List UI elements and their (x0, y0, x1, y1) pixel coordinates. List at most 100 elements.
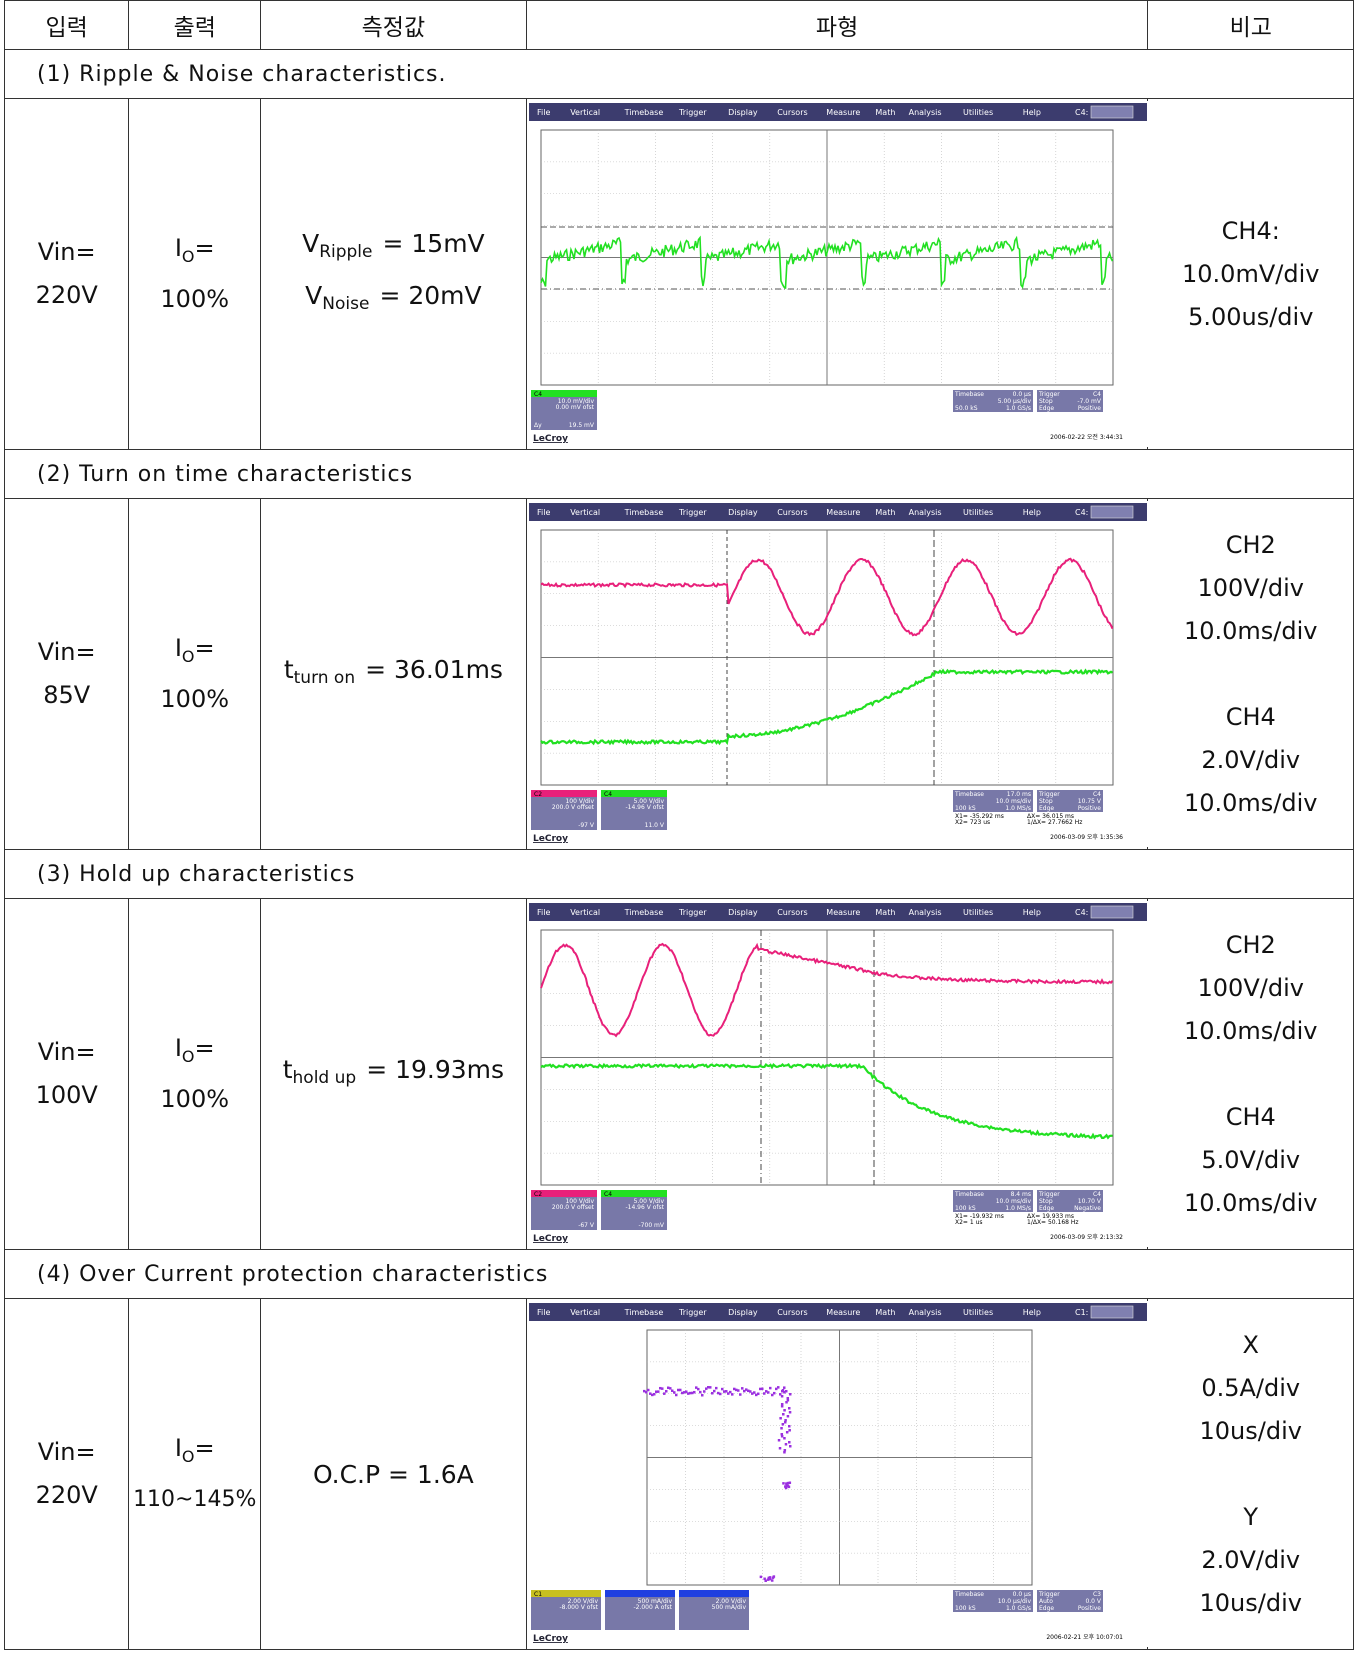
menu-item-display[interactable]: Display (728, 508, 758, 517)
menu-item-measure[interactable]: Measure (826, 908, 860, 917)
menu-item-trigger[interactable]: Trigger (678, 508, 707, 517)
menu-item-analysis[interactable]: Analysis (908, 1308, 941, 1317)
xy-dot (742, 1389, 746, 1393)
oscilloscope-screenshot: File Vertical Timebase Trigger Display Cursor… (526, 101, 1149, 447)
menu-item-analysis[interactable]: Analysis (908, 108, 941, 117)
oscilloscope-screenshot: File Vertical Timebase Trigger Display Cursor… (526, 901, 1149, 1247)
menu-item-timebase[interactable]: Timebase (623, 908, 663, 917)
menu-item-cursors[interactable]: Cursors (777, 908, 807, 917)
menu-item-timebase[interactable]: Timebase (623, 1308, 663, 1317)
xy-dot (763, 1577, 766, 1581)
xy-dot (700, 1393, 704, 1397)
menu-item-analysis[interactable]: Analysis (908, 908, 941, 917)
trigger-level: 10.70 V (1077, 1198, 1101, 1205)
c2-box-line: 200.0 V offset (552, 1204, 595, 1211)
setup-button[interactable] (1090, 1305, 1133, 1319)
xy-dot (781, 1482, 785, 1485)
scope-timestamp: 2006-02-21 오후 10:07:01 (1046, 1633, 1123, 1641)
input-line: 100V (35, 1081, 98, 1109)
measure-value: O.C.P = 1.6A (312, 1459, 474, 1489)
xy-dot (768, 1386, 772, 1390)
timebase-delay: 0.0 µs (1012, 391, 1030, 398)
menu-item-cursors[interactable]: Cursors (777, 108, 807, 117)
menu-item-file[interactable]: File (537, 1308, 550, 1317)
menu-item-help[interactable]: Help (1022, 1308, 1040, 1317)
cursor-x1-readout: X1= -19.932 ms (955, 1213, 1004, 1220)
timebase-box (952, 790, 1033, 812)
remark-line: 0.5A/div (1201, 1373, 1301, 1402)
measure-subscript: hold up (292, 1068, 357, 1088)
menu-item-vertical[interactable]: Vertical (570, 1308, 600, 1317)
trigger-mode: Stop (1039, 798, 1053, 805)
setup-button[interactable] (1090, 505, 1133, 519)
c2-box-label: C2 (534, 1191, 542, 1198)
remark-line: 5.0V/div (1201, 1145, 1301, 1174)
remark-line: 10.0ms/div (1183, 616, 1318, 645)
menu-item-vertical[interactable]: Vertical (570, 908, 600, 917)
scope-menu: File Vertical Timebase Trigger Display Cursor… (537, 108, 1127, 117)
lecroy-logo: LeCroy (533, 834, 568, 844)
trigger-box (1036, 1590, 1103, 1612)
menu-item-utilities[interactable]: Utilities (963, 508, 993, 517)
menu-item-math[interactable]: Math (875, 108, 895, 117)
menu-item-measure[interactable]: Measure (826, 108, 860, 117)
menu-item-measure[interactable]: Measure (826, 508, 860, 517)
xy-dot (650, 1393, 654, 1397)
menu-item-trigger[interactable]: Trigger (678, 108, 707, 117)
menu-item-help[interactable]: Help (1022, 908, 1040, 917)
data-row: Vin= 220V IO= 110~145% O.C.P = 1.6A File Verti… (3, 1298, 1354, 1650)
menu-item-file[interactable]: File (537, 508, 550, 517)
xy-dot (788, 1393, 792, 1396)
menu-item-cursors[interactable]: Cursors (777, 508, 807, 517)
input-cell: Vin= 220V (3, 98, 130, 450)
menu-item-help[interactable]: Help (1022, 508, 1040, 517)
menu-item-trigger[interactable]: Trigger (678, 908, 707, 917)
menu-item-file[interactable]: File (537, 908, 550, 917)
xy-dot (780, 1395, 784, 1398)
menu-item-measure[interactable]: Measure (826, 1308, 860, 1317)
menu-item-display[interactable]: Display (728, 908, 758, 917)
menu-item-math[interactable]: Math (875, 1308, 895, 1317)
menu-item-analysis[interactable]: Analysis (908, 508, 941, 517)
measure-subscript: Ripple (319, 242, 373, 262)
c1-box-line: -8.000 V ofst (559, 1604, 598, 1611)
xy-dot (780, 1403, 784, 1406)
menu-item-cursors[interactable]: Cursors (777, 1308, 807, 1317)
menu-item-math[interactable]: Math (875, 508, 895, 517)
menu-item-display[interactable]: Display (728, 108, 758, 117)
menu-item-timebase[interactable]: Timebase (623, 508, 663, 517)
xy-dot (759, 1575, 762, 1579)
measure-symbol: V (305, 281, 323, 310)
xy-dot (732, 1387, 736, 1391)
menu-item-timebase[interactable]: Timebase (623, 108, 663, 117)
xy-dot (652, 1392, 656, 1396)
menu-item-vertical[interactable]: Vertical (570, 508, 600, 517)
setup-button[interactable] (1090, 905, 1133, 919)
timebase-delay: 8.4 ms (1010, 1191, 1030, 1198)
timebase-title: Timebase (954, 391, 984, 398)
xy-dot (782, 1391, 786, 1394)
lecroy-logo: LeCroy (533, 1234, 568, 1244)
menu-item-utilities[interactable]: Utilities (963, 908, 993, 917)
menu-item-math[interactable]: Math (875, 908, 895, 917)
xy-dot (786, 1481, 789, 1485)
remark-line: 5.00us/div (1188, 302, 1314, 331)
scope-menu-bar (528, 903, 1147, 921)
setup-button[interactable] (1090, 105, 1133, 119)
menu-item-help[interactable]: Help (1022, 108, 1040, 117)
xy-dot (720, 1387, 724, 1391)
menu-item-display[interactable]: Display (728, 1308, 758, 1317)
remark-line (1148, 653, 1353, 696)
menu-item-file[interactable]: File (537, 108, 550, 117)
scope-menu-bar (528, 103, 1147, 121)
menu-item-utilities[interactable]: Utilities (963, 1308, 993, 1317)
remark-line: CH4 (1225, 702, 1276, 731)
waveform-cell: File Vertical Timebase Trigger Display Cursor… (525, 1298, 1149, 1650)
menu-item-utilities[interactable]: Utilities (963, 108, 993, 117)
menu-item-vertical[interactable]: Vertical (570, 108, 600, 117)
channel-tag: C1: (1075, 1308, 1088, 1317)
menu-item-trigger[interactable]: Trigger (678, 1308, 707, 1317)
measure-line: VNoise = 20mV (261, 274, 526, 326)
xy-dot (779, 1427, 783, 1430)
